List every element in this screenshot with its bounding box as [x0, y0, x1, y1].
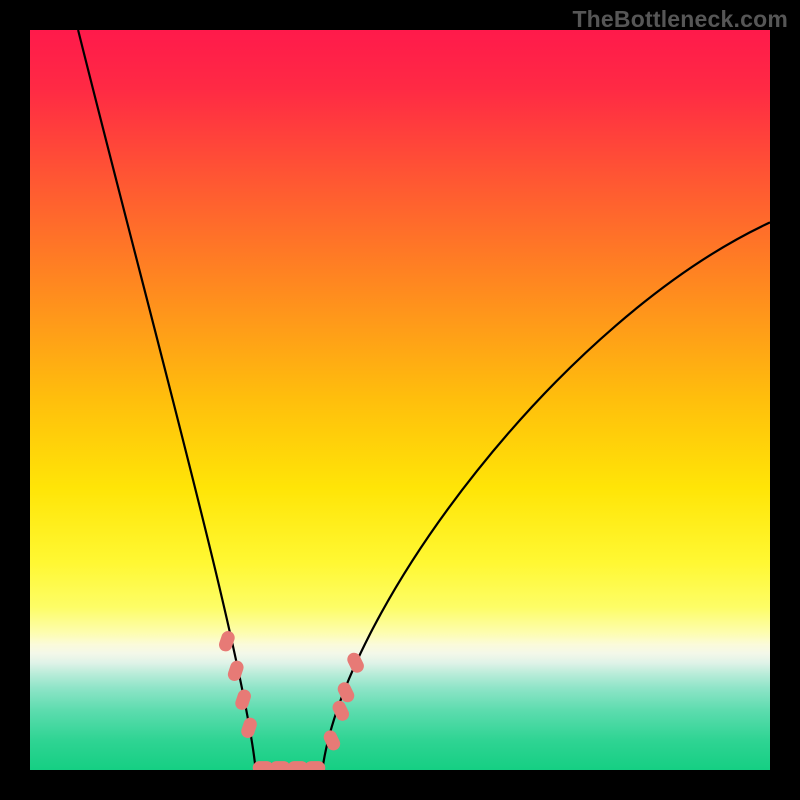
curve-marker [226, 659, 245, 683]
curve-marker [321, 728, 342, 752]
curve-marker [345, 650, 366, 674]
plot-area [30, 30, 770, 770]
watermark-text: TheBottleneck.com [572, 6, 788, 33]
curve-marker [305, 761, 326, 770]
curve-marker [239, 716, 258, 740]
bottleneck-curve [78, 30, 770, 770]
curve-marker [234, 688, 253, 712]
curve-marker [270, 761, 291, 770]
curve-overlay [30, 30, 770, 770]
